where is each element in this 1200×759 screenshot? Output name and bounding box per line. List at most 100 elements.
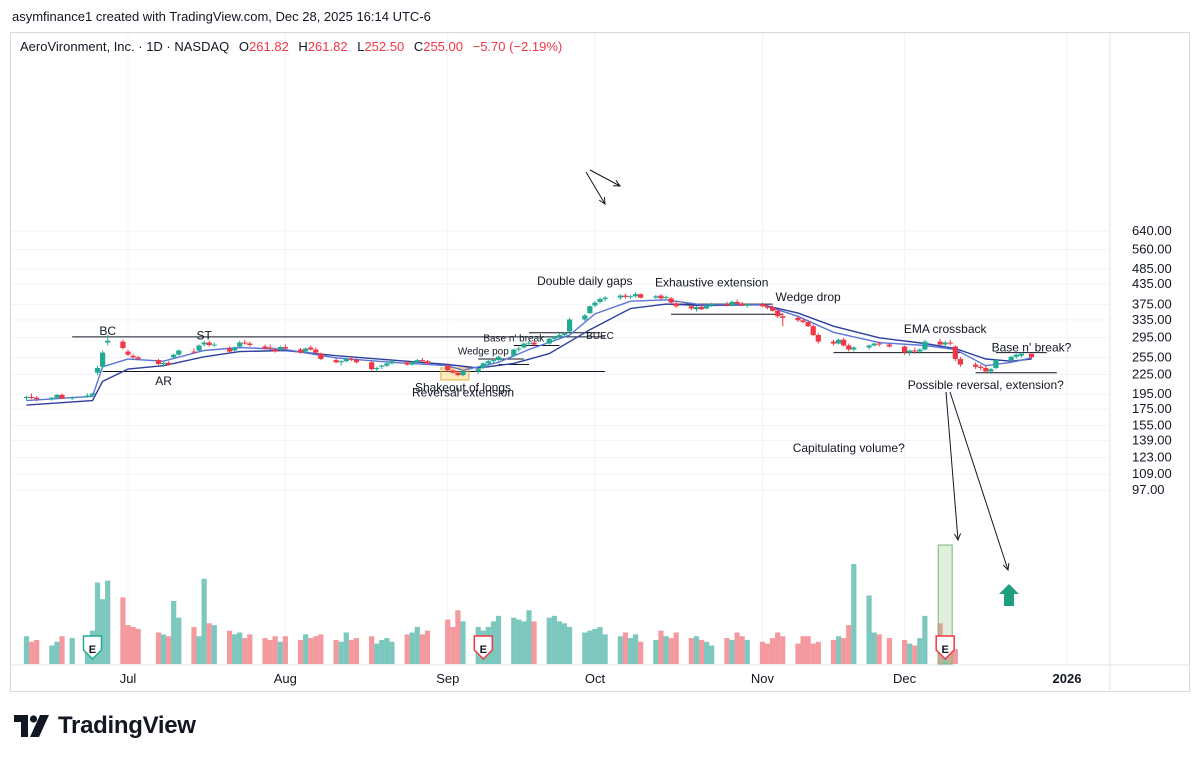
y-tick-label: 375.00 xyxy=(1132,296,1172,311)
candle-body xyxy=(851,347,857,350)
volume-bar xyxy=(597,626,603,664)
volume-bar xyxy=(531,621,537,664)
candle-body xyxy=(1013,354,1019,357)
symbol-title: AeroVironment, Inc. · 1D · NASDAQ xyxy=(20,39,230,54)
candle-body xyxy=(830,341,837,344)
candle-body xyxy=(988,369,994,372)
candle-body xyxy=(973,364,979,367)
volume-bar xyxy=(866,595,872,664)
volume-bar xyxy=(846,625,852,664)
candle-body xyxy=(993,360,999,368)
annotation-label: BC xyxy=(99,324,116,338)
candle-body xyxy=(171,354,177,358)
open-label: O xyxy=(238,39,250,54)
volume-bar xyxy=(566,626,573,664)
candle-body xyxy=(485,361,491,364)
candle-body xyxy=(744,304,750,306)
candle-body xyxy=(759,304,766,307)
volume-bar xyxy=(424,630,431,664)
candle-body xyxy=(318,353,324,359)
volume-bar xyxy=(693,636,700,664)
candle-body xyxy=(516,348,522,350)
candle-body xyxy=(84,395,90,398)
volume-bar xyxy=(369,636,375,664)
volume-bar xyxy=(160,634,167,664)
volume-bar xyxy=(668,638,674,664)
capitulation-highlight xyxy=(937,544,953,665)
volume-bar xyxy=(125,625,131,664)
candle-body xyxy=(495,356,502,361)
volume-bar xyxy=(815,641,821,664)
candle-body xyxy=(983,367,989,372)
volume-bar xyxy=(551,615,557,664)
annotation-label: Base n' break xyxy=(483,334,545,345)
candle-body xyxy=(1018,353,1024,356)
volume-bar xyxy=(800,636,806,664)
volume-bar xyxy=(318,634,324,664)
candle-body xyxy=(531,342,537,345)
candle-body xyxy=(419,360,425,362)
low-value: 252.50 xyxy=(364,39,405,54)
candle-body xyxy=(135,357,141,359)
candle-body xyxy=(242,342,248,344)
y-tick-label: 155.00 xyxy=(1132,418,1172,433)
candle-body xyxy=(942,342,948,345)
volume-bar xyxy=(922,615,928,664)
ema-fast-line xyxy=(26,299,1032,402)
candle-body xyxy=(698,307,705,310)
annotation-label: Capitulating volume? xyxy=(793,441,905,455)
high-label: H xyxy=(298,39,308,54)
y-tick-label: 485.00 xyxy=(1132,261,1172,276)
volume-bar xyxy=(297,639,304,664)
volume-bar xyxy=(267,639,273,664)
annotation-label: Exhaustive extension xyxy=(655,275,768,289)
candle-body xyxy=(49,397,55,400)
volume-bar xyxy=(511,617,517,664)
candle-body xyxy=(734,301,740,304)
volume-bar xyxy=(770,638,776,664)
gap-arrow-1-head xyxy=(598,196,606,205)
candle-body xyxy=(343,358,349,362)
volume-bar xyxy=(23,636,30,664)
volume-bar xyxy=(201,578,207,664)
volume-bar xyxy=(521,621,527,664)
open-value: 261.82 xyxy=(249,39,289,54)
candle-body xyxy=(404,362,410,365)
y-tick-label: 109.00 xyxy=(1132,466,1172,481)
candle-body xyxy=(303,348,309,352)
candle-body xyxy=(688,306,694,309)
candle-body xyxy=(460,371,466,376)
candle-body xyxy=(764,306,771,308)
candle-body xyxy=(1008,356,1014,361)
volume-bar xyxy=(907,643,913,664)
candle-body xyxy=(424,361,431,364)
candle-body xyxy=(54,394,60,398)
volume-bar xyxy=(775,632,781,664)
y-tick-label: 295.00 xyxy=(1132,329,1172,344)
candle-body xyxy=(511,349,517,356)
tradingview-brand[interactable]: TradingView xyxy=(14,712,196,739)
candle-body xyxy=(546,338,552,344)
volume-bar xyxy=(171,601,177,664)
candle-body xyxy=(120,341,126,348)
candle-body xyxy=(912,350,918,352)
volume-bar xyxy=(841,638,847,664)
candle-body xyxy=(191,351,197,353)
candle-body xyxy=(597,299,603,302)
volume-bar xyxy=(851,564,857,664)
close-value: 255.00 xyxy=(423,39,463,54)
candle-body xyxy=(105,340,111,343)
volume-bar xyxy=(333,639,339,664)
candle-body xyxy=(901,346,908,353)
candle-body xyxy=(841,339,847,346)
candle-body xyxy=(693,307,700,310)
close-label: C xyxy=(413,39,424,54)
volume-bar xyxy=(176,617,182,664)
candle-body xyxy=(876,343,882,345)
candle-body xyxy=(871,343,877,346)
candle-body xyxy=(201,342,207,345)
candle-body xyxy=(780,316,786,318)
candle-body xyxy=(176,350,182,355)
candle-body xyxy=(89,393,96,396)
